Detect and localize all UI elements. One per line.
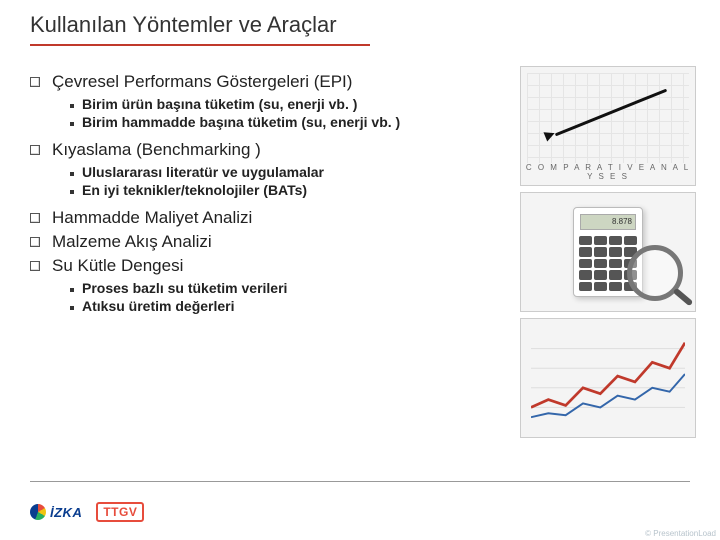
chart-series-2 (531, 374, 685, 417)
list-item-text: Malzeme Akış Analizi (52, 232, 212, 252)
image-caption: C O M P A R A T I V E A N A L Y S E S (521, 163, 695, 181)
square-bullet-icon (30, 237, 40, 247)
list-item-text: Su Kütle Dengesi (52, 256, 183, 276)
watermark: © PresentationLoad (645, 529, 716, 538)
content-area: Çevresel Performans Göstergeleri (EPI) B… (30, 70, 480, 316)
line-chart-icon (531, 329, 685, 427)
sub-list-item: En iyi teknikler/teknolojiler (BATs) (70, 182, 480, 198)
ttgv-logo-text: TTGV (96, 502, 144, 522)
izka-logo-text: İZKA (50, 505, 82, 520)
chart-series-1 (531, 343, 685, 408)
square-bullet-icon (30, 77, 40, 87)
ttgv-logo: TTGV (96, 498, 144, 526)
dot-bullet-icon (70, 306, 74, 310)
list-item-text: Kıyaslama (Benchmarking ) (52, 140, 261, 160)
dot-bullet-icon (70, 288, 74, 292)
list-item: Çevresel Performans Göstergeleri (EPI) (30, 72, 480, 92)
sub-list-item-text: Birim hammadde başına tüketim (su, enerj… (82, 114, 400, 130)
square-bullet-icon (30, 261, 40, 271)
sub-list-item-text: Birim ürün başına tüketim (su, enerji vb… (82, 96, 357, 112)
sub-list-item-text: Atıksu üretim değerleri (82, 298, 235, 314)
sub-list-item: Birim ürün başına tüketim (su, enerji vb… (70, 96, 480, 112)
image-line-chart (520, 318, 696, 438)
sub-list-item: Atıksu üretim değerleri (70, 298, 480, 314)
dot-bullet-icon (70, 104, 74, 108)
grid-icon (527, 73, 689, 163)
sub-list-item: Uluslararası literatür ve uygulamalar (70, 164, 480, 180)
magnifier-icon (627, 245, 683, 301)
dot-bullet-icon (70, 190, 74, 194)
sub-list-item-text: Uluslararası literatür ve uygulamalar (82, 164, 324, 180)
list-item: Su Kütle Dengesi (30, 256, 480, 276)
sub-list-item-text: Proses bazlı su tüketim verileri (82, 280, 287, 296)
izka-logo: İZKA (30, 498, 82, 526)
square-bullet-icon (30, 213, 40, 223)
dot-bullet-icon (70, 172, 74, 176)
izka-swoosh-icon (30, 504, 46, 520)
image-pen-on-grid: C O M P A R A T I V E A N A L Y S E S (520, 66, 696, 186)
calculator-display: 8.878 (580, 214, 636, 230)
list-item: Malzeme Akış Analizi (30, 232, 480, 252)
sub-list-item: Proses bazlı su tüketim verileri (70, 280, 480, 296)
image-calculator-magnifier: 8.878 (520, 192, 696, 312)
image-column: C O M P A R A T I V E A N A L Y S E S 8.… (520, 66, 696, 444)
sub-list-item: Birim hammadde başına tüketim (su, enerj… (70, 114, 480, 130)
dot-bullet-icon (70, 122, 74, 126)
list-item-text: Çevresel Performans Göstergeleri (EPI) (52, 72, 352, 92)
sub-list-item-text: En iyi teknikler/teknolojiler (BATs) (82, 182, 307, 198)
title-underline (30, 44, 370, 46)
list-item-text: Hammadde Maliyet Analizi (52, 208, 252, 228)
footer-divider (30, 481, 690, 482)
square-bullet-icon (30, 145, 40, 155)
footer-logos: İZKA TTGV (30, 498, 144, 526)
list-item: Kıyaslama (Benchmarking ) (30, 140, 480, 160)
slide-title: Kullanılan Yöntemler ve Araçlar (30, 12, 337, 38)
list-item: Hammadde Maliyet Analizi (30, 208, 480, 228)
